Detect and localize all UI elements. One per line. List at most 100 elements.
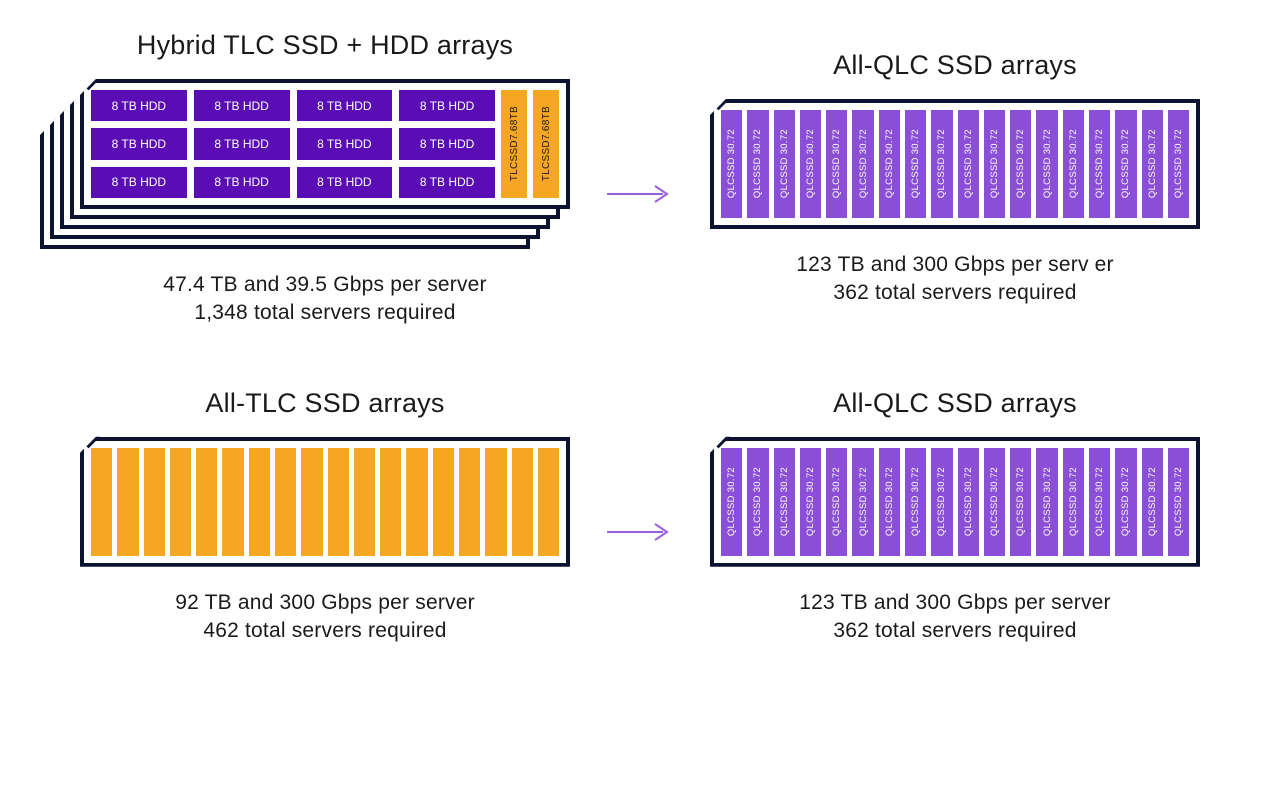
tlc-ssd-slot (405, 447, 428, 557)
tlc-ssd-slot (379, 447, 402, 557)
drive-label: QLCSSD 30.72 (1173, 129, 1184, 198)
caption-line: 362 total servers required (796, 279, 1114, 307)
drive-label: QLCSSD 30.72 (884, 467, 895, 536)
qlc-ssd-slot: QLCSSD 30.72 (851, 109, 874, 219)
drive-label: TLCSSD7.68TB (509, 106, 520, 181)
caption-line: 1,348 total servers required (163, 299, 487, 327)
drive-label: TLCSSD7.68TB (541, 106, 552, 181)
drive-label: QLCSSD 30.72 (1147, 467, 1158, 536)
drive-label: QLCSSD 30.72 (989, 129, 1000, 198)
chassis-qlc: QLCSSD 30.72 QLCSSD 30.72 QLCSSD 30.72 QLCS… (710, 99, 1200, 229)
tlc-ssd-slot (484, 447, 507, 557)
qlc-ssd-slot: QLCSSD 30.72 (904, 447, 927, 557)
qlc-ssd-slot: QLCSSD 30.72 (746, 109, 769, 219)
drive-label: QLCSSD 30.72 (752, 129, 763, 198)
qlc-ssd-slot: QLCSSD 30.72 (1114, 109, 1137, 219)
caption-line: 123 TB and 300 Gbps per server (799, 589, 1110, 617)
qlc-ssd-slot: QLCSSD 30.72 (983, 109, 1006, 219)
drive-label: QLCSSD 30.72 (1015, 467, 1026, 536)
qlc-ssd-slot: QLCSSD 30.72 (930, 109, 953, 219)
drive-label: QLCSSD 30.72 (963, 129, 974, 198)
qlc-ssd-slot: QLCSSD 30.72 (1035, 109, 1058, 219)
panel-tlc: All-TLC SSD arrays 92 TB and 300 Gbps pe… (50, 388, 600, 646)
tlc-ssd-slot (221, 447, 244, 557)
drive-label: QLCSSD 30.72 (936, 129, 947, 198)
qlc-ssd-slot: QLCSSD 30.72 (1062, 109, 1085, 219)
hdd-drive: 8 TB HDD (193, 127, 291, 160)
drive-label: QLCSSD 30.72 (805, 129, 816, 198)
hdd-drive: 8 TB HDD (193, 89, 291, 122)
panel-caption: 123 TB and 300 Gbps per serv er 362 tota… (796, 251, 1114, 308)
panel-title: All-TLC SSD arrays (205, 388, 444, 419)
caption-line: 123 TB and 300 Gbps per serv er (796, 251, 1114, 279)
tlc-ssd-slot (143, 447, 166, 557)
caption-line: 47.4 TB and 39.5 Gbps per server (163, 271, 487, 299)
qlc-ssd-slot: QLCSSD 30.72 (904, 109, 927, 219)
drive-label: QLCSSD 30.72 (726, 129, 737, 198)
qlc-ssd-slot: QLCSSD 30.72 (1009, 447, 1032, 557)
drive-label: QLCSSD 30.72 (858, 467, 869, 536)
hdd-drive: 8 TB HDD (398, 166, 496, 199)
drive-label: QLCSSD 30.72 (1068, 467, 1079, 536)
qlc-ssd-slot: QLCSSD 30.72 (1035, 447, 1058, 557)
qlc-ssd-slot: QLCSSD 30.72 (799, 447, 822, 557)
qlc-ssd-slot: QLCSSD 30.72 (825, 109, 848, 219)
qlc-ssd-slot: QLCSSD 30.72 (720, 109, 743, 219)
drive-label: QLCSSD 30.72 (779, 467, 790, 536)
panel-title: All-QLC SSD arrays (833, 50, 1077, 81)
qlc-ssd-slot: QLCSSD 30.72 (1114, 447, 1137, 557)
tlc-ssd-slot (432, 447, 455, 557)
hdd-drive: 8 TB HDD (296, 166, 394, 199)
tlc-ssd-slot (274, 447, 297, 557)
drive-row: QLCSSD 30.72 QLCSSD 30.72 QLCSSD 30.72 QLCS… (720, 447, 1190, 557)
panel-caption: 92 TB and 300 Gbps per server 462 total … (175, 589, 475, 646)
caption-line: 362 total servers required (799, 617, 1110, 645)
drive-label: QLCSSD 30.72 (752, 467, 763, 536)
tlc-ssd-slot (511, 447, 534, 557)
chassis-hybrid: 8 TB HDD8 TB HDD8 TB HDD8 TB HDD8 TB HDD… (80, 79, 570, 209)
drive-label: QLCSSD 30.72 (936, 467, 947, 536)
tlc-ssd-slot (116, 447, 139, 557)
hdd-drive: 8 TB HDD (90, 127, 188, 160)
tlc-ssd-slot (458, 447, 481, 557)
hdd-drive: 8 TB HDD (398, 89, 496, 122)
drive-label: QLCSSD 30.72 (779, 129, 790, 198)
chassis-qlc: QLCSSD 30.72 QLCSSD 30.72 QLCSSD 30.72 QLCS… (710, 437, 1200, 567)
arrow-icon (600, 152, 680, 206)
tlc-ssd-slot (353, 447, 376, 557)
tlc-ssd-slot: TLCSSD7.68TB (500, 89, 528, 199)
hdd-drive: 8 TB HDD (90, 89, 188, 122)
tlc-ssd-slot (327, 447, 350, 557)
drive-label: QLCSSD 30.72 (1120, 129, 1131, 198)
qlc-ssd-slot: QLCSSD 30.72 (957, 447, 980, 557)
qlc-ssd-slot: QLCSSD 30.72 (851, 447, 874, 557)
drive-label: QLCSSD 30.72 (1094, 129, 1105, 198)
tlc-ssd-slot (248, 447, 271, 557)
qlc-ssd-slot: QLCSSD 30.72 (1167, 447, 1190, 557)
drive-label: QLCSSD 30.72 (1068, 129, 1079, 198)
panel-title: All-QLC SSD arrays (833, 388, 1077, 419)
qlc-ssd-slot: QLCSSD 30.72 (930, 447, 953, 557)
drive-label: QLCSSD 30.72 (910, 467, 921, 536)
chassis-tlc (80, 437, 570, 567)
drive-row: QLCSSD 30.72 QLCSSD 30.72 QLCSSD 30.72 QLCS… (720, 109, 1190, 219)
drive-label: QLCSSD 30.72 (884, 129, 895, 198)
qlc-ssd-slot: QLCSSD 30.72 (825, 447, 848, 557)
panel-hybrid: Hybrid TLC SSD + HDD arrays 8 TB HDD8 TB… (50, 30, 600, 328)
hdd-drive: 8 TB HDD (296, 127, 394, 160)
qlc-ssd-slot: QLCSSD 30.72 (799, 109, 822, 219)
drive-label: QLCSSD 30.72 (1042, 129, 1053, 198)
qlc-ssd-slot: QLCSSD 30.72 (720, 447, 743, 557)
panel-qlc-bottom: All-QLC SSD arrays QLCSSD 30.72QLCSSD 30… (680, 388, 1230, 646)
qlc-ssd-slot: QLCSSD 30.72 (746, 447, 769, 557)
qlc-ssd-slot: QLCSSD 30.72 (1009, 109, 1032, 219)
drive-label: QLCSSD 30.72 (989, 467, 1000, 536)
drive-label: QLCSSD 30.72 (831, 129, 842, 198)
qlc-ssd-slot: QLCSSD 30.72 (878, 447, 901, 557)
hdd-drive: 8 TB HDD (398, 127, 496, 160)
qlc-ssd-slot: QLCSSD 30.72 (773, 447, 796, 557)
qlc-ssd-slot: QLCSSD 30.72 (1088, 109, 1111, 219)
drive-label: QLCSSD 30.72 (1120, 467, 1131, 536)
drive-label: QLCSSD 30.72 (805, 467, 816, 536)
hdd-drive: 8 TB HDD (296, 89, 394, 122)
